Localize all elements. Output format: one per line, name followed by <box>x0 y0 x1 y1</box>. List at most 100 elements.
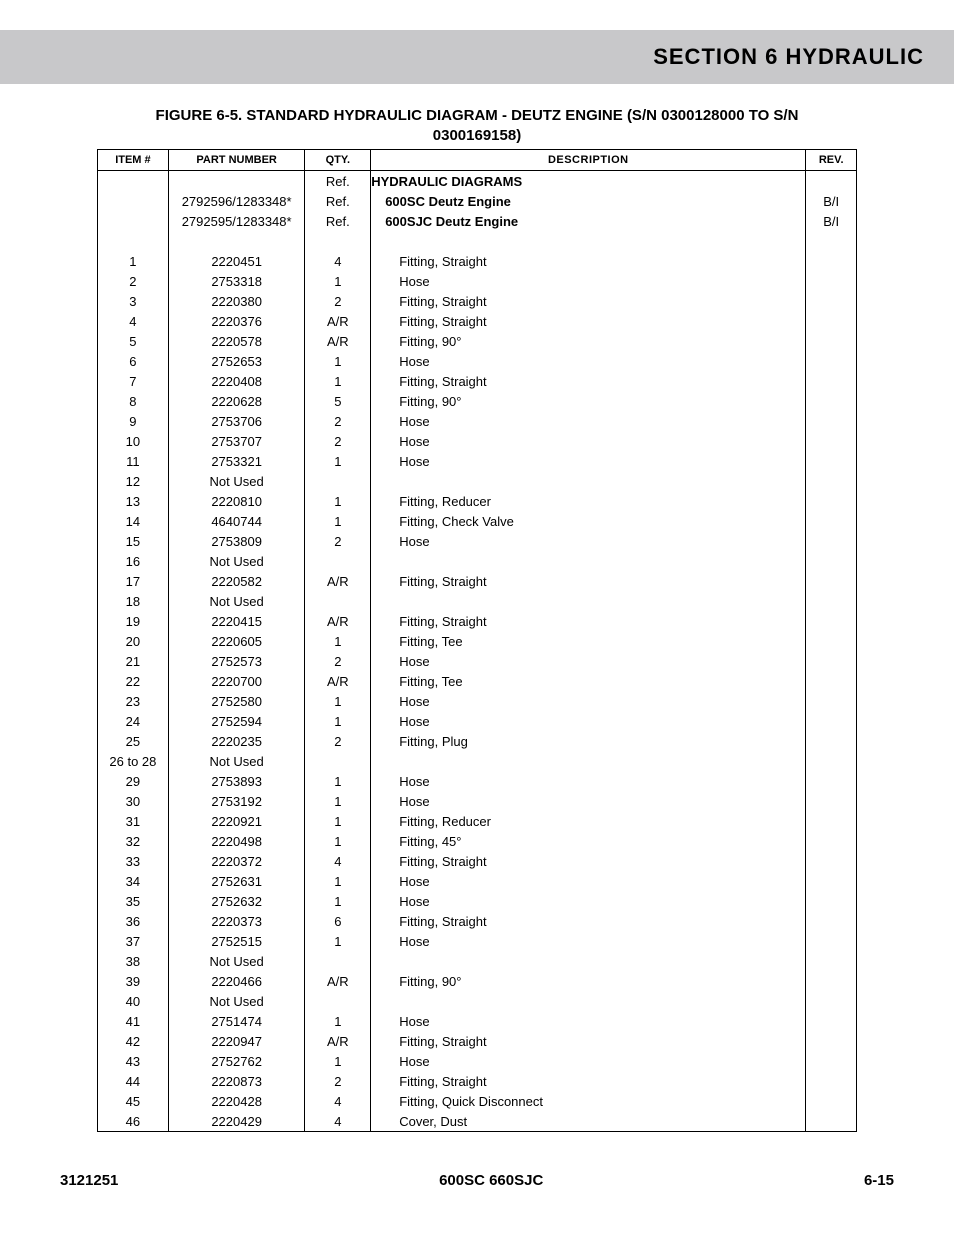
cell-qty: 4 <box>305 251 371 271</box>
cell-qty: 2 <box>305 531 371 551</box>
cell-rev <box>806 871 857 891</box>
table-row: 822206285Fitting, 90° <box>98 391 857 411</box>
cell-item: 36 <box>98 911 169 931</box>
cell-item: 37 <box>98 931 169 951</box>
cell-item <box>98 171 169 192</box>
table-row: 927537062Hose <box>98 411 857 431</box>
cell-item: 4 <box>98 311 169 331</box>
cell-rev <box>806 1091 857 1111</box>
cell-item: 6 <box>98 351 169 371</box>
cell-description: Fitting, Straight <box>371 311 806 331</box>
cell-part-number: Not Used <box>168 751 305 771</box>
table-row: 1322208101Fitting, Reducer <box>98 491 857 511</box>
cell-part-number: 2792595/1283348* <box>168 211 305 231</box>
cell-part-number: 2220376 <box>168 311 305 331</box>
cell-qty: 1 <box>305 711 371 731</box>
cell-description: Hose <box>371 411 806 431</box>
cell-rev <box>806 991 857 1011</box>
cell-description: Cover, Dust <box>371 1111 806 1132</box>
table-row: 222220700A/RFitting, Tee <box>98 671 857 691</box>
cell-rev <box>806 771 857 791</box>
cell-description: 600SJC Deutz Engine <box>371 211 806 231</box>
table-row: 1527538092Hose <box>98 531 857 551</box>
cell-qty: 1 <box>305 891 371 911</box>
table-row: 2327525801Hose <box>98 691 857 711</box>
table-row: 3322203724Fitting, Straight <box>98 851 857 871</box>
cell-description: HYDRAULIC DIAGRAMS <box>371 171 806 192</box>
cell-description: Fitting, 45° <box>371 831 806 851</box>
cell-item: 24 <box>98 711 169 731</box>
cell-rev <box>806 1011 857 1031</box>
cell-rev <box>806 391 857 411</box>
cell-part-number: 2220873 <box>168 1071 305 1091</box>
cell-qty: A/R <box>305 1031 371 1051</box>
cell-part-number: Not Used <box>168 991 305 1011</box>
cell-item: 2 <box>98 271 169 291</box>
cell-description <box>371 591 806 611</box>
col-header-part: PART NUMBER <box>168 150 305 171</box>
cell-qty: 1 <box>305 631 371 651</box>
cell-part-number: 2220373 <box>168 911 305 931</box>
cell-item: 35 <box>98 891 169 911</box>
table-row: 422220947A/RFitting, Straight <box>98 1031 857 1051</box>
cell-qty: 1 <box>305 1011 371 1031</box>
cell-qty <box>305 591 371 611</box>
cell-item: 18 <box>98 591 169 611</box>
cell-qty: 5 <box>305 391 371 411</box>
cell-part-number: 2753893 <box>168 771 305 791</box>
cell-description <box>371 751 806 771</box>
cell-part-number: 2753192 <box>168 791 305 811</box>
cell-part-number: 2220921 <box>168 811 305 831</box>
cell-item: 1 <box>98 251 169 271</box>
footer-left: 3121251 <box>60 1172 118 1189</box>
table-row: 3122209211Fitting, Reducer <box>98 811 857 831</box>
cell-part-number: 2792596/1283348* <box>168 191 305 211</box>
cell-item: 16 <box>98 551 169 571</box>
col-header-rev: REV. <box>806 150 857 171</box>
cell-part-number: 2752762 <box>168 1051 305 1071</box>
cell-rev <box>806 531 857 551</box>
cell-part-number: 2220582 <box>168 571 305 591</box>
footer-right: 6-15 <box>864 1172 894 1189</box>
cell-item: 32 <box>98 831 169 851</box>
cell-part-number: Not Used <box>168 471 305 491</box>
cell-qty <box>305 951 371 971</box>
cell-rev <box>806 951 857 971</box>
cell-rev <box>806 551 857 571</box>
cell-part-number: 2220498 <box>168 831 305 851</box>
table-row: 4127514741Hose <box>98 1011 857 1031</box>
cell-item: 26 to 28 <box>98 751 169 771</box>
cell-rev <box>806 731 857 751</box>
cell-item: 10 <box>98 431 169 451</box>
cell-rev <box>806 251 857 271</box>
cell-item: 38 <box>98 951 169 971</box>
cell-rev <box>806 1111 857 1132</box>
table-row: 40Not Used <box>98 991 857 1011</box>
cell-description: Fitting, Reducer <box>371 491 806 511</box>
cell-part-number: 2753706 <box>168 411 305 431</box>
cell-item: 14 <box>98 511 169 531</box>
cell-part-number: 2220466 <box>168 971 305 991</box>
table-row: 52220578A/RFitting, 90° <box>98 331 857 351</box>
cell-rev <box>806 491 857 511</box>
cell-qty: A/R <box>305 971 371 991</box>
table-row: 1027537072Hose <box>98 431 857 451</box>
cell-part-number: 4640744 <box>168 511 305 531</box>
cell-rev <box>806 671 857 691</box>
cell-qty: A/R <box>305 571 371 591</box>
cell-item: 11 <box>98 451 169 471</box>
cell-rev <box>806 411 857 431</box>
cell-rev <box>806 751 857 771</box>
cell-item: 33 <box>98 851 169 871</box>
footer-center: 600SC 660SJC <box>439 1172 543 1189</box>
table-row: 16Not Used <box>98 551 857 571</box>
cell-item: 21 <box>98 651 169 671</box>
cell-qty: 2 <box>305 411 371 431</box>
cell-qty: 2 <box>305 291 371 311</box>
cell-part-number: Not Used <box>168 951 305 971</box>
cell-qty: A/R <box>305 311 371 331</box>
cell-description: Fitting, Plug <box>371 731 806 751</box>
cell-part-number: 2752632 <box>168 891 305 911</box>
cell-part-number: 2752594 <box>168 711 305 731</box>
col-header-desc: DESCRIPTION <box>371 150 806 171</box>
